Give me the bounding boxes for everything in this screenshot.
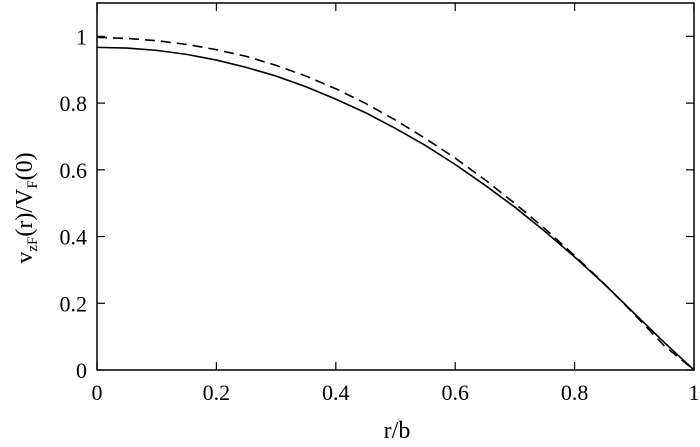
plot-area xyxy=(96,2,695,371)
solid-series-line xyxy=(96,46,695,371)
y-tick-label: 0.2 xyxy=(60,291,88,316)
ticks-layer: 0 0.2 0.4 0.6 0.8 1 0 0.2 0.4 0.6 0.8 1 xyxy=(60,3,700,405)
x-tick-label: 0.8 xyxy=(561,380,589,405)
x-tick-label: 0.4 xyxy=(322,380,350,405)
x-tick-label: 0.6 xyxy=(441,380,469,405)
y-tick-label: 1 xyxy=(76,24,87,49)
plot-frame xyxy=(96,2,695,371)
y-tick-label: 0.8 xyxy=(60,91,88,116)
y-axis-label-part: (0) xyxy=(12,152,38,180)
y-axis-label-subscript: zF xyxy=(25,237,41,252)
y-axis-label-subscript: F xyxy=(25,180,41,188)
y-axis-label-part: (r)/V xyxy=(12,188,38,237)
y-tick-label: 0.6 xyxy=(60,158,88,183)
y-axis-label-part: v xyxy=(12,252,38,264)
y-axis-label: vzF(r)/VF(0) xyxy=(12,152,41,263)
x-tick-label: 0.2 xyxy=(203,380,231,405)
x-tick-label: 0 xyxy=(92,380,103,405)
x-axis-label: r/b xyxy=(384,418,411,444)
y-tick-label: 0.4 xyxy=(60,225,88,250)
dashed-series-line xyxy=(96,36,695,371)
x-tick-label: 1 xyxy=(689,380,700,405)
y-tick-label: 0 xyxy=(76,358,87,383)
series-layer xyxy=(96,36,695,371)
